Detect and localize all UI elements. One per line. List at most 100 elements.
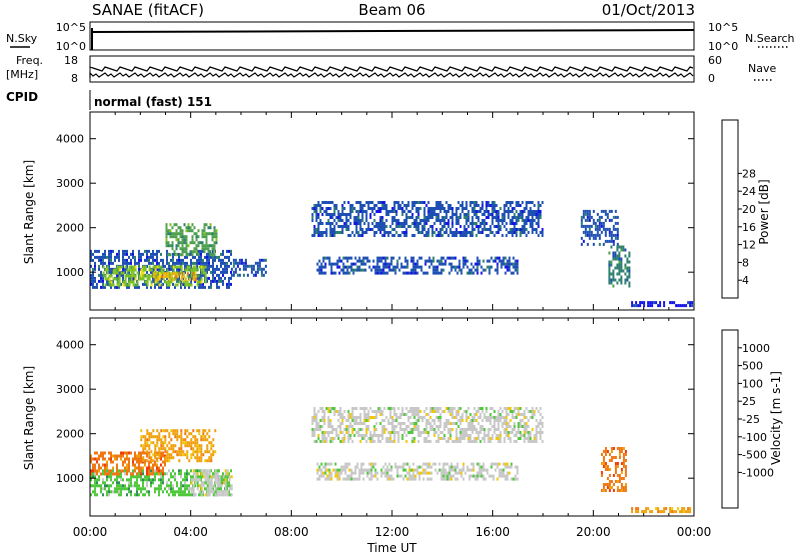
scatter-cell xyxy=(513,428,516,431)
scatter-cell xyxy=(509,437,512,440)
scatter-cell xyxy=(476,259,479,263)
scatter-cell xyxy=(374,468,377,472)
scatter-cell xyxy=(158,490,160,494)
scatter-cell xyxy=(190,490,193,494)
scatter-cell xyxy=(610,278,613,282)
scatter-cell xyxy=(372,465,375,469)
scatter-cell xyxy=(148,249,150,253)
scatter-cell xyxy=(594,224,597,228)
scatter-cell xyxy=(124,457,126,461)
scatter-cell xyxy=(112,279,114,283)
scatter-cell xyxy=(501,219,504,222)
scatter-cell xyxy=(509,228,512,231)
scatter-cell xyxy=(196,484,199,488)
scatter-cell xyxy=(146,450,149,454)
scatter-cell xyxy=(471,222,474,225)
scatter-cell xyxy=(373,234,376,237)
scatter-cell xyxy=(106,282,108,286)
scatter-cell xyxy=(620,483,623,486)
scatter-cell xyxy=(359,416,362,419)
scatter-cell xyxy=(185,235,188,239)
scatter-cell xyxy=(614,227,617,231)
scatter-cell xyxy=(192,487,195,491)
scatter-cell xyxy=(365,228,368,231)
scatter-cell xyxy=(98,463,100,467)
scatter-cell xyxy=(377,201,380,204)
scatter-cell xyxy=(104,463,106,467)
scatter-cell xyxy=(140,274,143,278)
scatter-cell xyxy=(490,474,493,478)
scatter-cell xyxy=(334,271,337,275)
scatter-cell xyxy=(313,225,316,228)
scatter-cell xyxy=(321,213,324,216)
scatter-cell xyxy=(194,265,197,269)
scatter-cell xyxy=(126,487,128,491)
scatter-cell xyxy=(150,252,152,256)
velocity-y-axis-label: Slant Range [km] xyxy=(22,366,36,470)
scatter-cell xyxy=(381,225,384,228)
scatter-cell xyxy=(489,416,492,419)
scatter-cell xyxy=(463,225,466,228)
scatter-cell xyxy=(608,239,611,243)
scatter-cell xyxy=(417,428,420,431)
scatter-cell xyxy=(328,259,331,263)
scatter-cell xyxy=(521,213,524,216)
scatter-cell xyxy=(341,431,344,434)
scatter-cell xyxy=(459,234,462,237)
scatter-cell xyxy=(449,437,452,440)
scatter-cell xyxy=(335,431,338,434)
scatter-cell xyxy=(150,472,152,476)
scatter-cell xyxy=(202,472,205,476)
scatter-cell xyxy=(154,475,156,479)
scatter-cell xyxy=(415,210,418,213)
scatter-cell xyxy=(394,462,397,466)
scatter-cell xyxy=(411,207,414,210)
scatter-cell xyxy=(430,259,433,263)
scatter-cell xyxy=(185,247,188,251)
scatter-cell xyxy=(116,255,118,259)
scatter-cell xyxy=(425,431,428,434)
scatter-cell xyxy=(122,280,125,284)
scatter-cell xyxy=(408,271,411,275)
scatter-cell xyxy=(437,207,440,210)
scatter-cell xyxy=(663,510,666,514)
scatter-cell xyxy=(515,216,518,219)
scatter-cell xyxy=(226,267,228,271)
scatter-cell xyxy=(485,416,488,419)
scatter-cell xyxy=(323,413,326,416)
scatter-cell xyxy=(606,212,609,216)
scatter-cell xyxy=(166,249,168,253)
scatter-cell xyxy=(624,248,627,252)
scatter-cell xyxy=(323,210,326,213)
scatter-cell xyxy=(478,259,481,263)
scatter-cell xyxy=(475,413,478,416)
scatter-cell xyxy=(132,276,134,280)
scatter-cell xyxy=(620,471,623,474)
scatter-cell xyxy=(456,465,459,469)
scatter-cell xyxy=(397,407,400,410)
scatter-cell xyxy=(321,222,324,225)
scatter-cell xyxy=(459,431,462,434)
scatter-cell xyxy=(230,487,233,491)
scatter-cell xyxy=(184,487,186,491)
scatter-cell xyxy=(160,475,162,479)
scatter-cell xyxy=(584,233,587,237)
scatter-cell xyxy=(419,410,422,413)
scatter-cell xyxy=(317,204,320,207)
scatter-cell xyxy=(190,493,192,497)
scatter-cell xyxy=(513,222,516,225)
scatter-cell xyxy=(116,469,118,473)
scatter-cell xyxy=(681,304,684,308)
scatter-cell xyxy=(616,486,619,489)
scatter-cell xyxy=(216,484,219,488)
scatter-cell xyxy=(614,209,617,213)
scatter-cell xyxy=(158,466,160,470)
scatter-cell xyxy=(188,265,191,269)
scatter-cell xyxy=(331,425,334,428)
scatter-cell xyxy=(366,471,369,475)
scatter-cell xyxy=(425,437,428,440)
scatter-cell xyxy=(174,478,176,482)
scatter-cell xyxy=(476,477,479,481)
scatter-cell xyxy=(102,285,104,289)
scatter-cell xyxy=(98,258,100,262)
